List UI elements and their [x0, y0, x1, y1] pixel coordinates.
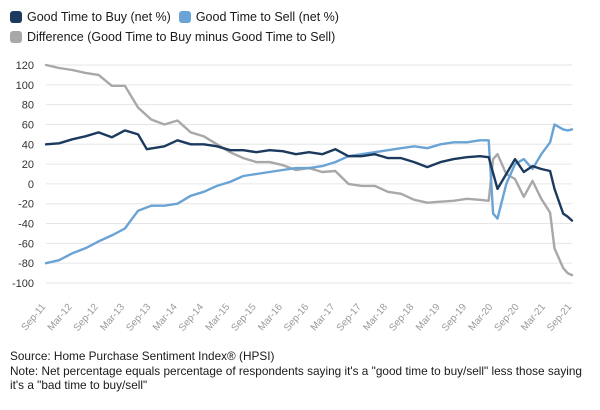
y-tick-label: -80 [18, 258, 34, 270]
x-tick-label: Mar-19 [414, 302, 443, 334]
x-axis-ticks: Sep-11Mar-12Sep-12Mar-13Sep-13Mar-14Sep-… [20, 302, 575, 334]
y-tick-label: -20 [18, 199, 34, 211]
x-tick-label: Sep-21 [545, 302, 574, 334]
y-tick-label: 100 [16, 80, 34, 92]
legend: Good Time to Buy (net %) Good Time to Se… [10, 7, 595, 47]
chart-footer: Source: Home Purchase Sentiment Index® (… [10, 349, 595, 393]
series-line-difference [44, 63, 574, 277]
legend-item-sell: Good Time to Sell (net %) [178, 7, 339, 27]
y-tick-label: 120 [16, 60, 34, 72]
grid-layer [46, 64, 572, 284]
y-tick-label: 80 [22, 100, 34, 112]
x-tick-label: Sep-19 [440, 302, 469, 334]
legend-swatch-diff [10, 31, 22, 43]
legend-row-1: Good Time to Buy (net %) Good Time to Se… [10, 7, 595, 27]
source-note: Source: Home Purchase Sentiment Index® (… [10, 349, 275, 363]
legend-label-sell: Good Time to Sell (net %) [195, 10, 339, 24]
y-tick-label: -60 [18, 238, 34, 250]
methodology-note: Note: Net percentage equals percentage o… [10, 363, 582, 393]
x-tick-label: Mar-16 [256, 302, 285, 334]
x-tick-label: Sep-18 [387, 302, 416, 334]
x-tick-label: Sep-17 [335, 302, 364, 334]
series-line-buy [44, 129, 574, 222]
legend-label-diff: Difference (Good Time to Buy minus Good … [27, 30, 336, 44]
y-axis-ticks: -100 -80 -60 -40 -20 0 20 40 60 80 100 120 [12, 60, 34, 290]
y-tick-label: 40 [22, 139, 34, 151]
y-tick-label: 20 [22, 159, 34, 171]
legend-swatch-sell [178, 11, 191, 23]
y-tick-label: -40 [18, 219, 34, 231]
legend-item-buy: Good Time to Buy (net %) [10, 7, 171, 27]
x-tick-label: Sep-11 [20, 302, 49, 334]
x-tick-label: Mar-13 [98, 302, 127, 334]
x-tick-label: Sep-20 [493, 302, 522, 334]
x-tick-label: Mar-21 [519, 302, 548, 334]
x-tick-label: Mar-12 [46, 302, 75, 334]
y-tick-label: -100 [12, 278, 34, 290]
legend-label-buy: Good Time to Buy (net %) [27, 10, 171, 24]
x-tick-label: Mar-15 [204, 302, 233, 334]
x-tick-label: Sep-15 [230, 302, 259, 334]
y-tick-label: 60 [22, 119, 34, 131]
x-tick-label: Mar-17 [309, 302, 338, 334]
x-tick-label: Mar-20 [467, 302, 496, 334]
legend-swatch-buy [10, 11, 22, 23]
x-tick-label: Mar-14 [151, 302, 180, 334]
x-tick-label: Sep-12 [72, 302, 101, 334]
legend-row-2: Difference (Good Time to Buy minus Good … [10, 27, 595, 47]
x-tick-label: Sep-14 [177, 302, 206, 334]
series-line-sell [44, 123, 574, 265]
x-tick-label: Sep-13 [124, 302, 153, 334]
legend-item-diff: Difference (Good Time to Buy minus Good … [10, 27, 335, 47]
x-tick-label: Sep-16 [282, 302, 311, 334]
series-layer [44, 63, 574, 277]
y-tick-label: 0 [28, 179, 34, 191]
x-tick-label: Mar-18 [361, 302, 390, 334]
